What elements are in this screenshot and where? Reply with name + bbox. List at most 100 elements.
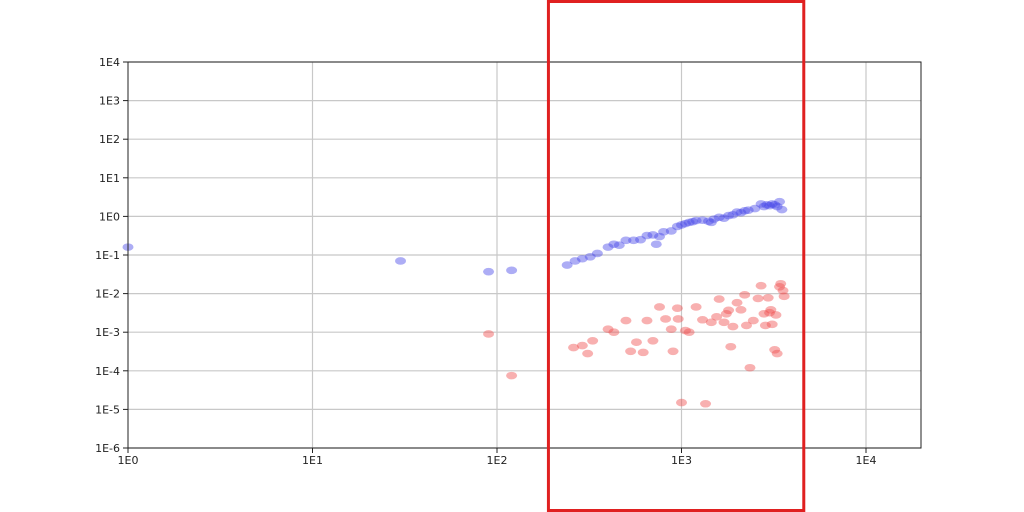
blue-data-point xyxy=(635,235,647,244)
blue-data-point xyxy=(602,243,614,251)
red-data-point xyxy=(630,338,642,347)
y-tick-label: 1E-2 xyxy=(95,288,120,301)
blue-data-point xyxy=(769,200,781,209)
blue-data-point xyxy=(613,241,625,249)
x-tick-label: 1E2 xyxy=(487,454,508,467)
y-tick-label: 1E-1 xyxy=(95,249,120,262)
y-tick-label: 1E1 xyxy=(99,172,120,185)
red-data-point xyxy=(676,398,687,407)
red-data-point xyxy=(769,345,781,354)
red-data-point xyxy=(770,311,782,319)
red-data-point xyxy=(637,348,649,357)
x-tick-label: 1E3 xyxy=(671,454,692,467)
red-data-point xyxy=(665,325,677,333)
red-data-point xyxy=(718,318,730,327)
red-data-point xyxy=(766,320,778,329)
blue-data-point xyxy=(650,240,662,249)
red-data-point xyxy=(660,315,672,323)
blue-data-point xyxy=(758,202,770,211)
red-data-point xyxy=(778,292,790,301)
red-data-point xyxy=(777,286,789,295)
red-data-point xyxy=(568,343,580,352)
red-data-point xyxy=(483,330,495,338)
data-points xyxy=(122,197,790,408)
red-data-point xyxy=(608,328,620,337)
red-data-point xyxy=(697,315,709,324)
blue-data-point xyxy=(731,208,743,216)
red-data-point xyxy=(762,293,774,302)
x-tick-label: 1E1 xyxy=(302,454,323,467)
blue-data-point xyxy=(718,214,730,222)
red-data-point xyxy=(774,283,786,291)
red-data-point xyxy=(713,295,725,303)
red-data-point xyxy=(755,281,767,290)
red-data-point xyxy=(672,315,684,323)
y-tick-label: 1E2 xyxy=(99,133,120,146)
blue-data-point xyxy=(658,227,670,236)
blue-data-point xyxy=(755,200,767,208)
red-data-point xyxy=(759,321,771,330)
red-data-point xyxy=(506,371,518,380)
red-data-point xyxy=(602,325,614,333)
blue-data-point xyxy=(628,236,640,245)
blue-data-point xyxy=(584,252,596,261)
blue-data-point xyxy=(776,205,788,214)
red-data-point xyxy=(765,306,777,314)
red-data-point xyxy=(744,363,756,372)
blue-data-point xyxy=(608,240,620,249)
red-data-point xyxy=(747,316,759,325)
blue-data-point xyxy=(739,206,751,215)
axis-ticks: 1E0 1E1 1E2 1E3 1E4 1E4 1E3 1E2 1E1 1E0 1E-1 1E-2 1E… xyxy=(95,56,876,467)
y-tick-label: 1E-5 xyxy=(95,403,120,416)
red-data-point xyxy=(735,306,747,314)
blue-data-point xyxy=(727,211,739,219)
red-data-point xyxy=(711,313,723,321)
blue-data-point xyxy=(713,213,725,222)
blue-data-point xyxy=(690,216,702,225)
red-data-point xyxy=(725,342,737,351)
red-data-point xyxy=(654,303,666,311)
red-data-point xyxy=(727,322,739,331)
red-data-point xyxy=(679,326,691,335)
red-data-point xyxy=(587,336,599,345)
red-data-point xyxy=(752,294,764,303)
blue-data-point xyxy=(654,232,666,241)
blue-data-point xyxy=(774,197,786,206)
red-data-point xyxy=(576,341,588,350)
x-tick-label: 1E4 xyxy=(856,454,877,467)
red-data-point xyxy=(647,336,659,345)
blue-data-point xyxy=(687,217,699,226)
blue-data-point xyxy=(761,200,773,209)
blue-data-point xyxy=(569,257,581,265)
blue-data-point xyxy=(723,211,735,220)
y-tick-label: 1E3 xyxy=(99,95,120,108)
y-tick-label: 1E4 xyxy=(99,56,120,69)
red-data-point xyxy=(771,349,783,358)
blue-data-point xyxy=(676,221,687,229)
blue-data-point xyxy=(735,208,747,217)
red-data-point xyxy=(582,349,594,358)
red-data-point xyxy=(731,298,743,307)
blue-data-point xyxy=(771,202,783,211)
blue-data-point xyxy=(483,267,495,276)
blue-data-point xyxy=(576,254,588,263)
blue-data-point xyxy=(395,257,407,265)
y-tick-label: 1E-3 xyxy=(95,326,120,339)
blue-data-point xyxy=(697,216,709,224)
blue-data-point xyxy=(671,222,683,231)
red-data-point xyxy=(723,306,735,315)
red-data-point xyxy=(690,303,702,311)
highlight-rectangle xyxy=(546,0,806,512)
blue-data-point xyxy=(749,204,761,213)
red-data-point xyxy=(683,328,695,337)
red-data-point xyxy=(625,347,637,356)
blue-data-point xyxy=(766,200,778,208)
blue-data-point xyxy=(647,231,659,239)
blue-data-point xyxy=(702,217,714,226)
blue-data-point xyxy=(665,227,677,235)
red-data-point xyxy=(720,309,732,318)
red-data-point xyxy=(641,316,653,325)
blue-data-point xyxy=(561,261,573,269)
blue-data-point xyxy=(641,231,653,240)
y-tick-label: 1E-6 xyxy=(95,442,120,455)
